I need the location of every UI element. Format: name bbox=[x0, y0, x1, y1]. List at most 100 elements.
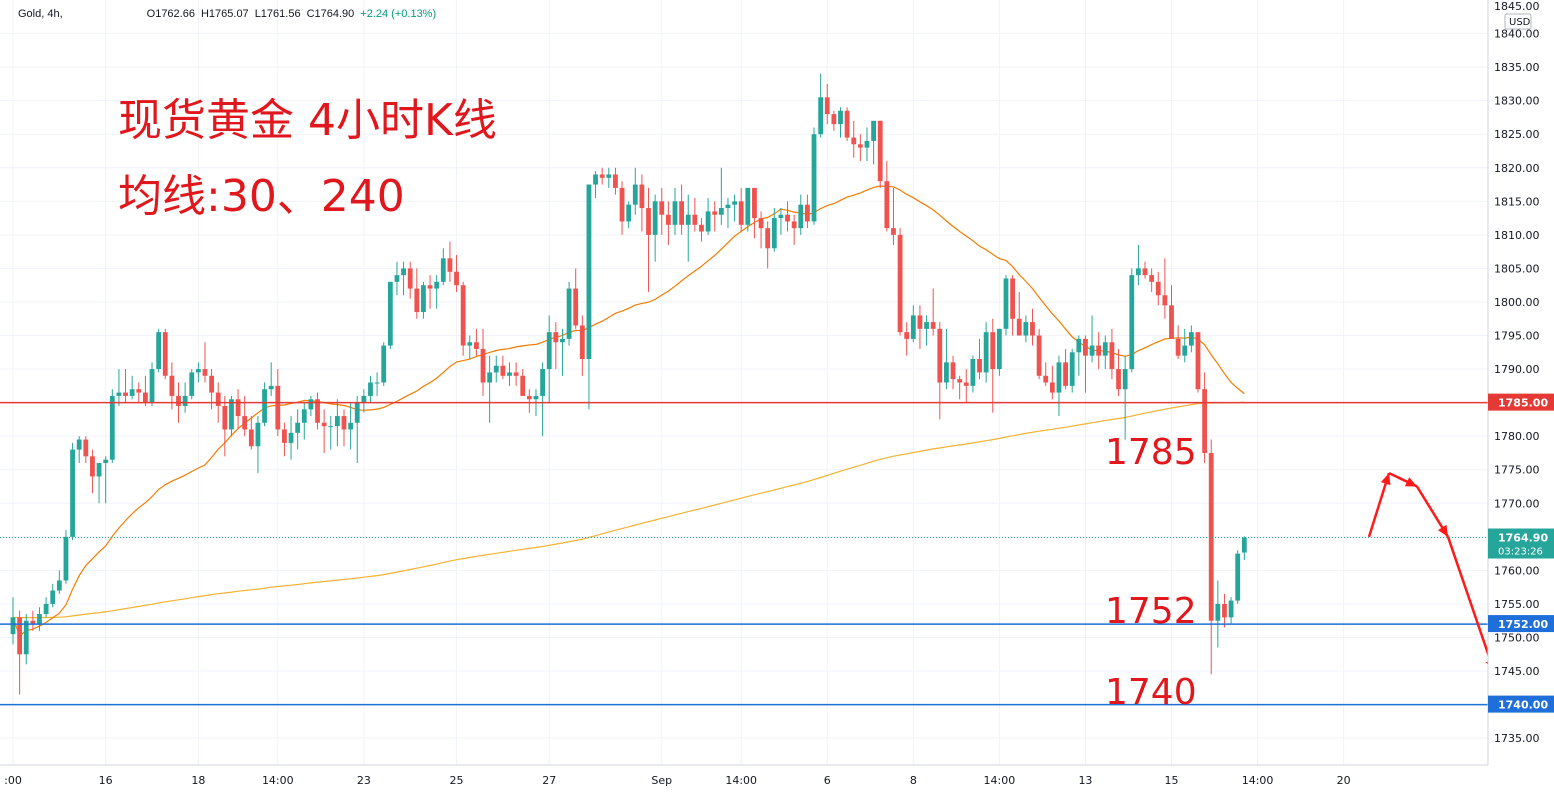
candle-up bbox=[944, 362, 949, 383]
candle-down bbox=[1016, 318, 1022, 336]
candle-up bbox=[23, 620, 29, 655]
price-tick-label-top: 1845.00 bbox=[1494, 0, 1540, 13]
candle-down bbox=[407, 268, 413, 289]
candle-up bbox=[1076, 338, 1082, 353]
candle-down bbox=[1162, 295, 1168, 306]
candle-down bbox=[957, 379, 963, 383]
candle-down bbox=[321, 422, 327, 427]
candle-up bbox=[440, 258, 446, 282]
candle-down bbox=[136, 389, 142, 393]
candle-down bbox=[474, 342, 479, 349]
price-tick-label: 1820.00 bbox=[1494, 162, 1540, 175]
candle-down bbox=[209, 375, 214, 393]
candle-up bbox=[63, 536, 69, 581]
candle-up bbox=[381, 345, 387, 383]
price-tick-label: 1750.00 bbox=[1494, 632, 1540, 645]
price-tick-label: 1840.00 bbox=[1494, 28, 1540, 41]
candle-down bbox=[665, 214, 671, 225]
candle-up bbox=[334, 416, 340, 427]
time-tick-label: 16 bbox=[99, 774, 113, 787]
candle-down bbox=[619, 187, 625, 222]
forecast-arrow-head bbox=[1380, 473, 1391, 486]
candle-down bbox=[646, 208, 651, 235]
candle-down bbox=[169, 375, 175, 396]
candle-up bbox=[1215, 603, 1221, 621]
candle-down bbox=[480, 348, 486, 383]
candle-down bbox=[1155, 281, 1161, 296]
candle-down bbox=[1063, 362, 1068, 386]
candle-up bbox=[493, 365, 499, 373]
candle-up bbox=[718, 208, 724, 215]
candle-down bbox=[579, 325, 585, 360]
candle-up bbox=[50, 590, 56, 604]
last-price-badge bbox=[1488, 528, 1554, 559]
candle-up bbox=[467, 342, 473, 346]
level-price-badge bbox=[1488, 615, 1554, 633]
forecast-arrow-head bbox=[1437, 524, 1448, 537]
candle-down bbox=[222, 405, 228, 430]
candle-down bbox=[1222, 603, 1227, 618]
candle-up bbox=[394, 275, 400, 282]
candle-up bbox=[43, 603, 49, 615]
candle-down bbox=[738, 201, 744, 225]
candle-up bbox=[838, 110, 843, 125]
candle-down bbox=[1142, 268, 1148, 276]
candle-down bbox=[176, 395, 181, 406]
price-tick-label: 1770.00 bbox=[1494, 497, 1540, 510]
candle-down bbox=[17, 617, 23, 655]
candle-up bbox=[387, 281, 393, 346]
candle-down bbox=[1096, 345, 1102, 356]
candle-up bbox=[487, 372, 493, 383]
candle-up bbox=[771, 218, 777, 249]
time-tick-label: 18 bbox=[191, 774, 205, 787]
candle-up bbox=[129, 389, 135, 396]
candle-up bbox=[103, 459, 109, 464]
candle-up bbox=[725, 204, 731, 209]
candle-up bbox=[566, 288, 572, 339]
candle-up bbox=[1089, 345, 1095, 356]
price-tick-label: 1835.00 bbox=[1494, 61, 1540, 74]
candle-up bbox=[1235, 553, 1241, 601]
time-tick-label: 20 bbox=[1337, 774, 1351, 787]
candle-down bbox=[937, 328, 943, 383]
level-label-1752: 1752 bbox=[1105, 591, 1197, 632]
time-tick-label: 14:00 bbox=[984, 774, 1016, 787]
candle-up bbox=[255, 422, 261, 447]
candle-down bbox=[699, 224, 704, 232]
candle-up bbox=[798, 204, 804, 229]
level-price-badge-text: 1752.00 bbox=[1498, 618, 1548, 631]
candle-up bbox=[1122, 369, 1128, 390]
price-tick-label: 1775.00 bbox=[1494, 464, 1540, 477]
candle-up bbox=[1069, 352, 1075, 386]
time-tick-label: 8 bbox=[910, 774, 917, 787]
candle-down bbox=[977, 359, 982, 373]
candle-up bbox=[434, 281, 440, 289]
time-tick-label: 14:00 bbox=[1242, 774, 1274, 787]
candle-down bbox=[884, 181, 890, 229]
candle-down bbox=[83, 439, 89, 457]
candle-up bbox=[1056, 362, 1062, 393]
candle-down bbox=[460, 285, 466, 346]
candle-up bbox=[348, 422, 354, 430]
candle-down bbox=[1109, 342, 1115, 370]
candle-up bbox=[1182, 345, 1188, 356]
candle-down bbox=[831, 114, 837, 125]
candle-up bbox=[328, 426, 334, 428]
currency-badge bbox=[1504, 13, 1532, 30]
candle-up bbox=[996, 328, 1002, 370]
candle-down bbox=[930, 322, 936, 329]
candle-up bbox=[626, 204, 632, 222]
open-value: O1762.66 bbox=[146, 8, 195, 20]
candle-up bbox=[1228, 600, 1234, 618]
candle-up bbox=[924, 322, 929, 329]
symbol-label: Gold, 4h, bbox=[18, 8, 63, 20]
candle-up bbox=[632, 184, 638, 205]
time-tick-label: 15 bbox=[1165, 774, 1179, 787]
candle-up bbox=[268, 385, 274, 390]
candle-up bbox=[560, 338, 565, 343]
symbol-header: Gold, 4h, O1762.66 H1765.07 L1761.56 C17… bbox=[18, 8, 436, 20]
candle-down bbox=[904, 332, 910, 339]
